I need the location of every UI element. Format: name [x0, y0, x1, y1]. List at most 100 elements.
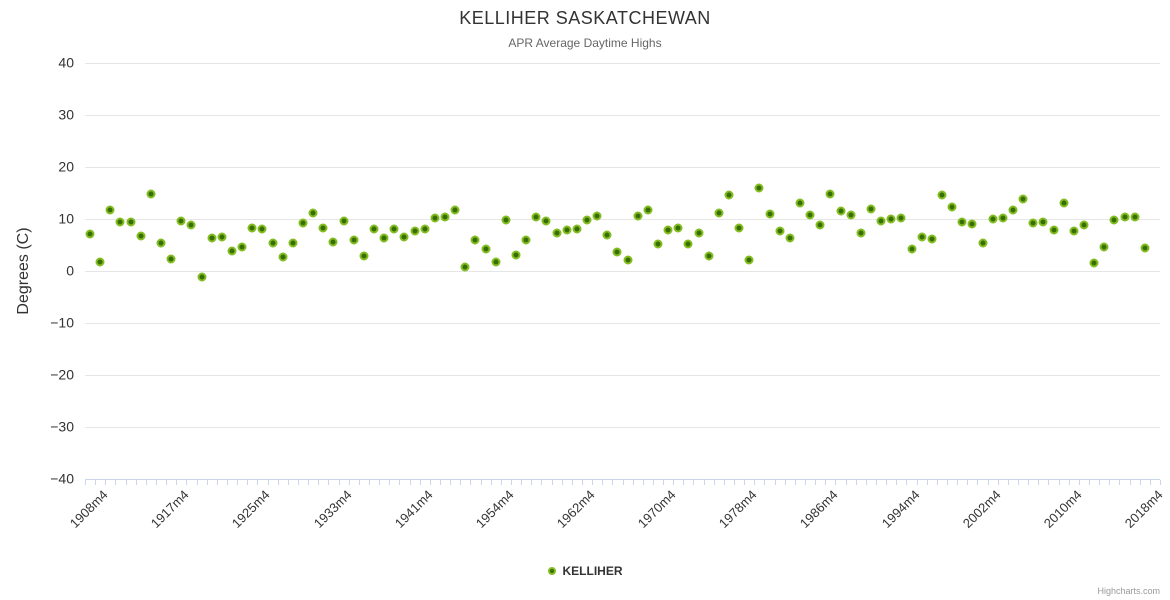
data-point[interactable]	[237, 242, 247, 252]
data-point[interactable]	[379, 233, 389, 243]
data-point[interactable]	[592, 211, 602, 221]
data-point[interactable]	[917, 232, 927, 242]
data-point[interactable]	[907, 244, 917, 254]
data-point[interactable]	[470, 235, 480, 245]
data-point[interactable]	[278, 252, 288, 262]
data-point[interactable]	[785, 233, 795, 243]
data-point[interactable]	[957, 217, 967, 227]
data-point[interactable]	[1079, 220, 1089, 230]
data-point[interactable]	[481, 244, 491, 254]
data-point[interactable]	[846, 210, 856, 220]
data-point[interactable]	[156, 238, 166, 248]
data-point[interactable]	[765, 209, 775, 219]
data-point[interactable]	[886, 214, 896, 224]
data-point[interactable]	[643, 205, 653, 215]
data-point[interactable]	[359, 251, 369, 261]
data-point[interactable]	[85, 229, 95, 239]
data-point[interactable]	[257, 224, 267, 234]
data-point[interactable]	[369, 224, 379, 234]
data-point[interactable]	[602, 230, 612, 240]
data-point[interactable]	[541, 216, 551, 226]
data-point[interactable]	[450, 205, 460, 215]
data-point[interactable]	[927, 234, 937, 244]
data-point[interactable]	[663, 225, 673, 235]
data-point[interactable]	[1069, 226, 1079, 236]
data-point[interactable]	[186, 220, 196, 230]
data-point[interactable]	[947, 202, 957, 212]
data-point[interactable]	[998, 213, 1008, 223]
data-point[interactable]	[754, 183, 764, 193]
data-point[interactable]	[146, 189, 156, 199]
data-point[interactable]	[288, 238, 298, 248]
data-point[interactable]	[328, 237, 338, 247]
data-point[interactable]	[268, 238, 278, 248]
data-point[interactable]	[95, 257, 105, 267]
data-point[interactable]	[521, 235, 531, 245]
data-point[interactable]	[1008, 205, 1018, 215]
legend[interactable]: KELLIHER	[0, 564, 1170, 578]
data-point[interactable]	[176, 216, 186, 226]
data-point[interactable]	[683, 239, 693, 249]
data-point[interactable]	[1089, 258, 1099, 268]
data-point[interactable]	[856, 228, 866, 238]
data-point[interactable]	[1120, 212, 1129, 222]
data-point[interactable]	[399, 232, 409, 242]
data-point[interactable]	[511, 250, 521, 260]
data-point[interactable]	[1140, 243, 1150, 253]
data-point[interactable]	[836, 206, 846, 216]
data-point[interactable]	[1109, 215, 1119, 225]
data-point[interactable]	[876, 216, 886, 226]
data-point[interactable]	[896, 213, 906, 223]
data-point[interactable]	[166, 254, 176, 264]
data-point[interactable]	[1059, 198, 1069, 208]
data-point[interactable]	[1038, 217, 1048, 227]
data-point[interactable]	[734, 223, 744, 233]
data-point[interactable]	[805, 210, 815, 220]
data-point[interactable]	[491, 257, 501, 267]
data-point[interactable]	[1018, 194, 1028, 204]
data-point[interactable]	[967, 219, 977, 229]
data-point[interactable]	[866, 204, 876, 214]
data-point[interactable]	[694, 228, 704, 238]
data-point[interactable]	[1099, 242, 1109, 252]
data-point[interactable]	[247, 223, 257, 233]
data-point[interactable]	[440, 212, 450, 222]
highcharts-credit-link[interactable]: Highcharts.com	[1097, 586, 1160, 596]
data-point[interactable]	[825, 189, 835, 199]
data-point[interactable]	[136, 231, 146, 241]
data-point[interactable]	[572, 224, 582, 234]
data-point[interactable]	[227, 246, 237, 256]
data-point[interactable]	[704, 251, 714, 261]
data-point[interactable]	[978, 238, 988, 248]
data-point[interactable]	[988, 214, 998, 224]
data-point[interactable]	[724, 190, 734, 200]
data-point[interactable]	[501, 215, 511, 225]
data-point[interactable]	[653, 239, 663, 249]
data-point[interactable]	[349, 235, 359, 245]
data-point[interactable]	[298, 218, 308, 228]
data-point[interactable]	[815, 220, 825, 230]
data-point[interactable]	[714, 208, 724, 218]
data-point[interactable]	[937, 190, 947, 200]
data-point[interactable]	[531, 212, 541, 222]
data-point[interactable]	[420, 224, 430, 234]
data-point[interactable]	[775, 226, 785, 236]
data-point[interactable]	[115, 217, 125, 227]
data-point[interactable]	[1049, 225, 1058, 235]
data-point[interactable]	[389, 224, 399, 234]
data-point[interactable]	[582, 215, 592, 225]
data-point[interactable]	[105, 205, 115, 215]
data-point[interactable]	[612, 247, 622, 257]
data-point[interactable]	[460, 262, 470, 272]
data-point[interactable]	[633, 211, 643, 221]
data-point[interactable]	[207, 233, 217, 243]
data-point[interactable]	[795, 198, 805, 208]
data-point[interactable]	[308, 208, 318, 218]
data-point[interactable]	[217, 232, 227, 242]
data-point[interactable]	[339, 216, 349, 226]
data-point[interactable]	[1028, 218, 1038, 228]
data-point[interactable]	[744, 255, 754, 265]
data-point[interactable]	[430, 213, 440, 223]
data-point[interactable]	[562, 225, 572, 235]
data-point[interactable]	[197, 272, 207, 282]
